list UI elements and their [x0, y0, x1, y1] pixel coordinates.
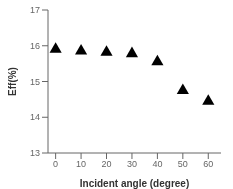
svg-text:Incident angle (degree): Incident angle (degree) [80, 178, 189, 189]
svg-text:50: 50 [178, 159, 188, 169]
svg-text:13: 13 [30, 148, 40, 158]
svg-text:Eff(%): Eff(%) [8, 67, 18, 96]
svg-text:30: 30 [127, 159, 137, 169]
svg-text:17: 17 [30, 5, 40, 15]
svg-text:16: 16 [30, 41, 40, 51]
svg-text:20: 20 [102, 159, 112, 169]
svg-text:15: 15 [30, 77, 40, 87]
svg-text:40: 40 [152, 159, 162, 169]
svg-text:60: 60 [203, 159, 213, 169]
svg-text:14: 14 [30, 112, 40, 122]
svg-text:10: 10 [76, 159, 86, 169]
svg-text:0: 0 [53, 159, 58, 169]
